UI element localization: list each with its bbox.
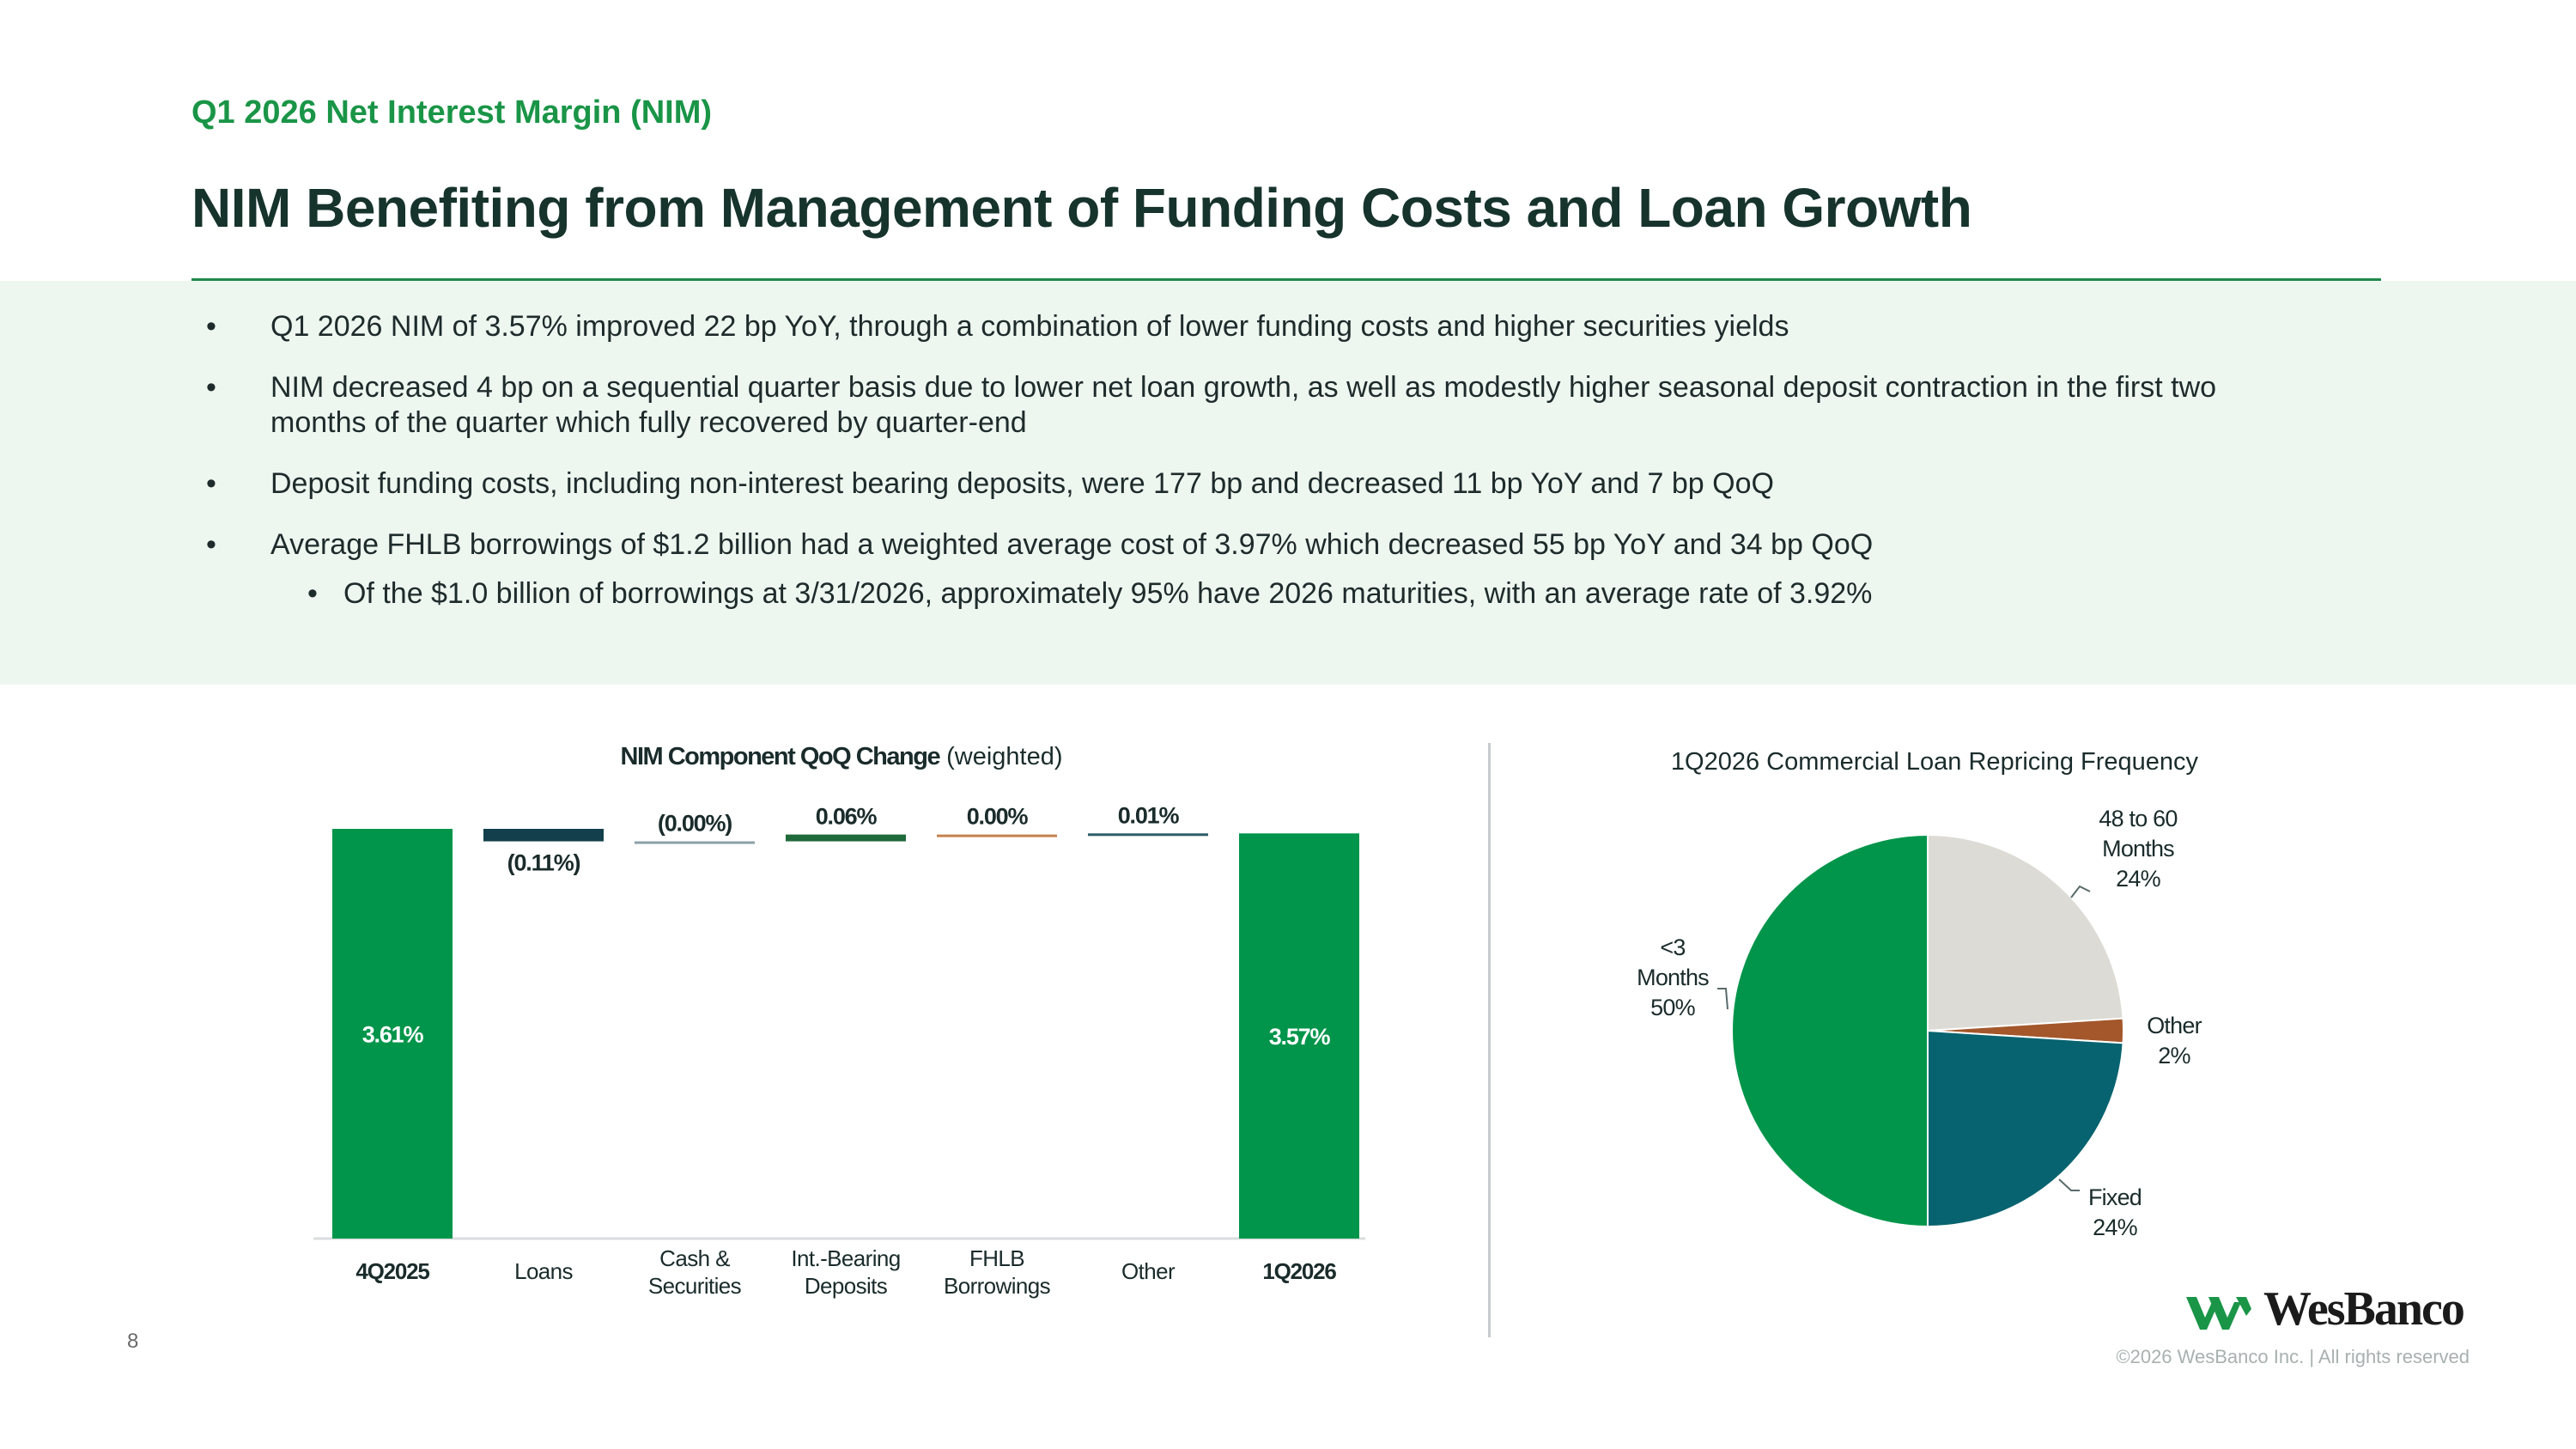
bullet-glyph: • — [206, 310, 216, 343]
sub-bullet-text: Of the $1.0 billion of borrowings at 3/3… — [343, 577, 1873, 610]
pie-slice-label: Fixed — [2088, 1184, 2142, 1210]
waterfall-data-label: 0.06% — [816, 804, 878, 830]
logo-wordmark: WesBanco — [2263, 1282, 2465, 1336]
pie-percent-label: 24% — [2093, 1215, 2137, 1240]
bullet-glyph: • — [206, 371, 216, 404]
waterfall-category-label: Int.-Bearing — [791, 1245, 900, 1271]
waterfall-bar — [483, 829, 604, 842]
bullet-item: • Average FHLB borrowings of $1.2 billion… — [206, 527, 2301, 563]
sub-bullet-item: • Of the $1.0 billion of borrowings at 3/… — [206, 576, 2301, 612]
waterfall-data-label: (0.00%) — [658, 811, 732, 837]
waterfall-bar — [635, 841, 755, 844]
waterfall-bar — [332, 829, 453, 1239]
bullet-text: NIM decreased 4 bp on a sequential quart… — [270, 371, 2217, 439]
pie-slice-label: Months — [1637, 965, 1709, 990]
waterfall-bar — [786, 834, 906, 842]
title-rule — [191, 278, 2381, 281]
pie-slice — [1927, 833, 2124, 1032]
bullet-item: • Q1 2026 NIM of 3.57% improved 22 bp YoY… — [206, 309, 2301, 344]
waterfall-data-label: 3.61% — [362, 1022, 424, 1048]
bullet-glyph: • — [206, 528, 216, 561]
bullet-band — [0, 281, 2576, 685]
waterfall-title: NIM Component QoQ Change (weighted) — [621, 743, 1063, 770]
waterfall-title-main: NIM Component QoQ Change — [621, 743, 941, 770]
chart-divider — [1488, 743, 1491, 1337]
bullet-glyph: • — [307, 577, 318, 610]
waterfall-category-label: 1Q2026 — [1262, 1258, 1336, 1284]
pie-leader-line — [1717, 988, 1728, 1010]
waterfall-category-label: Other — [1121, 1258, 1176, 1284]
bullet-item: • Deposit funding costs, including non-in… — [206, 466, 2301, 502]
waterfall-data-label: 0.00% — [967, 804, 1029, 830]
waterfall-data-label: 3.57% — [1269, 1024, 1331, 1050]
waterfall-bar — [1088, 833, 1208, 837]
waterfall-category-label: 4Q2025 — [355, 1258, 429, 1284]
waterfall-category-label: FHLB — [969, 1245, 1024, 1271]
pie-title: 1Q2026 Commercial Loan Repricing Frequen… — [1671, 748, 2199, 776]
waterfall-data-label: (0.11%) — [507, 850, 580, 876]
waterfall-chart: NIM Component QoQ Change (weighted) 3.61%… — [313, 743, 1365, 1299]
pie-percent-label: 50% — [1650, 995, 1695, 1020]
pie-slice-label: Months — [2102, 836, 2174, 861]
wesbanco-logo: WesBanco — [2186, 1282, 2470, 1338]
bullet-text: Average FHLB borrowings of $1.2 billion … — [270, 528, 1874, 561]
waterfall-bar — [937, 834, 1057, 837]
bullet-item: • NIM decreased 4 bp on a sequential quar… — [206, 370, 2301, 441]
waterfall-title-suffix: (weighted) — [946, 743, 1062, 770]
pie-percent-label: 24% — [2116, 866, 2160, 892]
pie-slice — [1731, 833, 1929, 1228]
waterfall-category-label: Cash & — [659, 1245, 730, 1271]
pie-slice-label: <3 — [1660, 935, 1685, 960]
waterfall-category-label: Deposits — [805, 1273, 888, 1299]
page-title: NIM Benefiting from Management of Fundin… — [191, 177, 1972, 239]
pie-slice — [1927, 1029, 2124, 1228]
bullet-text: Q1 2026 NIM of 3.57% improved 22 bp YoY,… — [270, 310, 1789, 343]
waterfall-category-label: Securities — [648, 1273, 742, 1299]
bullet-glyph: • — [206, 467, 216, 500]
pie-slice-label: 48 to 60 — [2099, 806, 2177, 831]
copyright-notice: ©2026 WesBanco Inc. | All rights reserve… — [2116, 1346, 2470, 1367]
pie-leader-line — [2058, 1178, 2080, 1191]
waterfall-category-label: Borrowings — [944, 1273, 1051, 1299]
repricing-pie-chart: 1Q2026 Commercial Loan Repricing Frequen… — [1637, 748, 2202, 1240]
pie-leader-line — [2070, 885, 2091, 898]
bullet-text: Deposit funding costs, including non-int… — [270, 467, 1774, 500]
section-eyebrow: Q1 2026 Net Interest Margin (NIM) — [191, 94, 713, 131]
pie-slice-label: Other — [2147, 1013, 2202, 1038]
pie-percent-label: 2% — [2158, 1043, 2190, 1068]
wesbanco-logo-mark-icon — [2186, 1297, 2251, 1330]
waterfall-data-label: 0.01% — [1118, 802, 1180, 828]
bullet-list: • Q1 2026 NIM of 3.57% improved 22 bp YoY… — [206, 309, 2301, 612]
waterfall-bar — [1239, 833, 1359, 1239]
page-number: 8 — [127, 1330, 139, 1353]
waterfall-category-label: Loans — [514, 1258, 573, 1284]
